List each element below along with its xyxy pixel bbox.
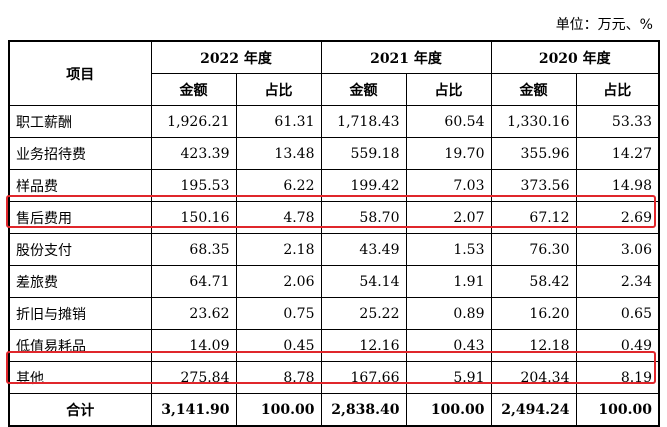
header-amount: 金额: [320, 73, 407, 106]
expense-table: 项目 2022 年度 2021 年度 2020 年度 金额 占比 金额 占比 金…: [8, 40, 660, 427]
row-label: 职工薪酬: [8, 105, 152, 138]
ratio-cell: 7.03: [405, 169, 492, 202]
amount-cell: 355.96: [490, 137, 577, 170]
table-row: 职工薪酬 1,926.21 61.31 1,718.43 60.54 1,330.16 53…: [8, 105, 660, 138]
amount-cell: 64.71: [150, 265, 237, 298]
row-label: 股份支付: [8, 233, 152, 266]
amount-cell: 373.56: [490, 169, 577, 202]
amount-cell: 2,838.40: [320, 393, 407, 427]
amount-cell: 58.70: [320, 201, 407, 234]
ratio-cell: 2.07: [405, 201, 492, 234]
amount-cell: 559.18: [320, 137, 407, 170]
ratio-cell: 4.78: [235, 201, 322, 234]
amount-cell: 12.18: [490, 329, 577, 362]
ratio-cell: 0.65: [575, 297, 660, 330]
header-amount: 金额: [490, 73, 577, 106]
header-year-2021: 2021 年度: [320, 40, 492, 74]
header-year-2020: 2020 年度: [490, 40, 660, 74]
ratio-cell: 0.45: [235, 329, 322, 362]
table-row: 样品费 195.53 6.22 199.42 7.03 373.56 14.98: [8, 169, 660, 202]
ratio-cell: 53.33: [575, 105, 660, 138]
ratio-cell: 2.69: [575, 201, 660, 234]
table-row: 折旧与摊销 23.62 0.75 25.22 0.89 16.20 0.65: [8, 297, 660, 330]
ratio-cell: 2.18: [235, 233, 322, 266]
ratio-cell: 8.19: [575, 361, 660, 394]
ratio-cell: 14.98: [575, 169, 660, 202]
row-label: 样品费: [8, 169, 152, 202]
table-row: 低值易耗品 14.09 0.45 12.16 0.43 12.18 0.49: [8, 329, 660, 362]
row-label: 业务招待费: [8, 137, 152, 170]
ratio-cell: 2.06: [235, 265, 322, 298]
amount-cell: 3,141.90: [150, 393, 237, 427]
amount-cell: 54.14: [320, 265, 407, 298]
ratio-cell: 0.43: [405, 329, 492, 362]
header-ratio: 占比: [405, 73, 492, 106]
amount-cell: 16.20: [490, 297, 577, 330]
header-year-2022: 2022 年度: [150, 40, 322, 74]
ratio-cell: 100.00: [235, 393, 322, 427]
amount-cell: 275.84: [150, 361, 237, 394]
table-row: 业务招待费 423.39 13.48 559.18 19.70 355.96 14.27: [8, 137, 660, 170]
ratio-cell: 19.70: [405, 137, 492, 170]
header-item: 项目: [8, 40, 152, 106]
total-row: 合计 3,141.90 100.00 2,838.40 100.00 2,494.24 10…: [8, 393, 660, 427]
row-label: 低值易耗品: [8, 329, 152, 362]
ratio-cell: 100.00: [575, 393, 660, 427]
row-label: 折旧与摊销: [8, 297, 152, 330]
amount-cell: 23.62: [150, 297, 237, 330]
amount-cell: 58.42: [490, 265, 577, 298]
amount-cell: 1,718.43: [320, 105, 407, 138]
table-row: 差旅费 64.71 2.06 54.14 1.91 58.42 2.34: [8, 265, 660, 298]
row-label: 差旅费: [8, 265, 152, 298]
amount-cell: 1,330.16: [490, 105, 577, 138]
row-label: 合计: [8, 393, 152, 427]
ratio-cell: 100.00: [405, 393, 492, 427]
header-ratio: 占比: [235, 73, 322, 106]
ratio-cell: 5.91: [405, 361, 492, 394]
header-amount: 金额: [150, 73, 237, 106]
row-label: 售后费用: [8, 201, 152, 234]
ratio-cell: 0.89: [405, 297, 492, 330]
unit-label: 单位：万元、%: [555, 17, 653, 33]
amount-cell: 1,926.21: [150, 105, 237, 138]
amount-cell: 14.09: [150, 329, 237, 362]
amount-cell: 204.34: [490, 361, 577, 394]
amount-cell: 76.30: [490, 233, 577, 266]
amount-cell: 423.39: [150, 137, 237, 170]
header-ratio: 占比: [575, 73, 660, 106]
table-row: 其他 275.84 8.78 167.66 5.91 204.34 8.19: [8, 361, 660, 394]
ratio-cell: 8.78: [235, 361, 322, 394]
amount-cell: 150.16: [150, 201, 237, 234]
table-row: 股份支付 68.35 2.18 43.49 1.53 76.30 3.06: [8, 233, 660, 266]
ratio-cell: 6.22: [235, 169, 322, 202]
amount-cell: 199.42: [320, 169, 407, 202]
ratio-cell: 0.49: [575, 329, 660, 362]
amount-cell: 25.22: [320, 297, 407, 330]
ratio-cell: 0.75: [235, 297, 322, 330]
amount-cell: 2,494.24: [490, 393, 577, 427]
ratio-cell: 3.06: [575, 233, 660, 266]
amount-cell: 195.53: [150, 169, 237, 202]
amount-cell: 67.12: [490, 201, 577, 234]
table-row: 售后费用 150.16 4.78 58.70 2.07 67.12 2.69: [8, 201, 660, 234]
ratio-cell: 61.31: [235, 105, 322, 138]
ratio-cell: 2.34: [575, 265, 660, 298]
amount-cell: 167.66: [320, 361, 407, 394]
ratio-cell: 60.54: [405, 105, 492, 138]
amount-cell: 68.35: [150, 233, 237, 266]
ratio-cell: 1.91: [405, 265, 492, 298]
amount-cell: 12.16: [320, 329, 407, 362]
row-label: 其他: [8, 361, 152, 394]
ratio-cell: 13.48: [235, 137, 322, 170]
ratio-cell: 1.53: [405, 233, 492, 266]
ratio-cell: 14.27: [575, 137, 660, 170]
amount-cell: 43.49: [320, 233, 407, 266]
